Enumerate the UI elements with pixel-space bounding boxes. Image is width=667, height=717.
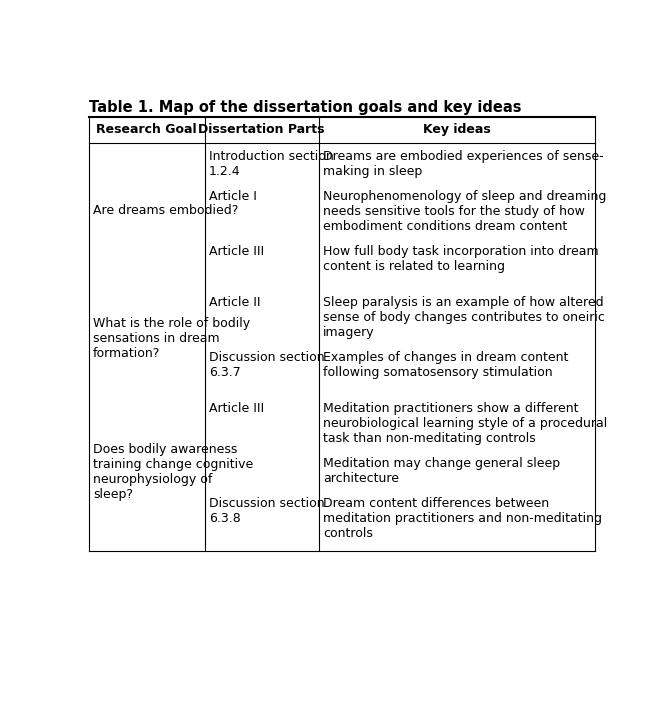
Text: Key ideas: Key ideas <box>423 123 491 136</box>
Text: Dreams are embodied experiences of sense-
making in sleep: Dreams are embodied experiences of sense… <box>323 150 604 178</box>
Text: Discussion section
6.3.8: Discussion section 6.3.8 <box>209 498 325 526</box>
Text: Meditation may change general sleep
architecture: Meditation may change general sleep arch… <box>323 457 560 485</box>
Text: Are dreams embodied?: Are dreams embodied? <box>93 204 238 217</box>
Text: Article II: Article II <box>209 296 261 309</box>
Text: Examples of changes in dream content
following somatosensory stimulation: Examples of changes in dream content fol… <box>323 351 568 379</box>
Text: Dissertation Parts: Dissertation Parts <box>199 123 325 136</box>
Text: Introduction section
1.2.4: Introduction section 1.2.4 <box>209 150 334 178</box>
Text: Article I: Article I <box>209 191 257 204</box>
Text: Article III: Article III <box>209 245 264 258</box>
Text: Neurophenomenology of sleep and dreaming
needs sensitive tools for the study of : Neurophenomenology of sleep and dreaming… <box>323 191 606 234</box>
Text: Sleep paralysis is an example of how altered
sense of body changes contributes t: Sleep paralysis is an example of how alt… <box>323 296 605 339</box>
Text: How full body task incorporation into dream
content is related to learning: How full body task incorporation into dr… <box>323 245 598 273</box>
Text: Does bodily awareness
training change cognitive
neurophysiology of
sleep?: Does bodily awareness training change co… <box>93 443 253 500</box>
Text: Research Goal: Research Goal <box>97 123 197 136</box>
Text: Discussion section
6.3.7: Discussion section 6.3.7 <box>209 351 325 379</box>
Text: Meditation practitioners show a different
neurobiological learning style of a pr: Meditation practitioners show a differen… <box>323 402 607 445</box>
Text: Dream content differences between
meditation practitioners and non-meditating
co: Dream content differences between medita… <box>323 498 602 541</box>
Text: Table 1. Map of the dissertation goals and key ideas: Table 1. Map of the dissertation goals a… <box>89 100 521 115</box>
Text: What is the role of bodily
sensations in dream
formation?: What is the role of bodily sensations in… <box>93 317 250 360</box>
Text: Article III: Article III <box>209 402 264 415</box>
